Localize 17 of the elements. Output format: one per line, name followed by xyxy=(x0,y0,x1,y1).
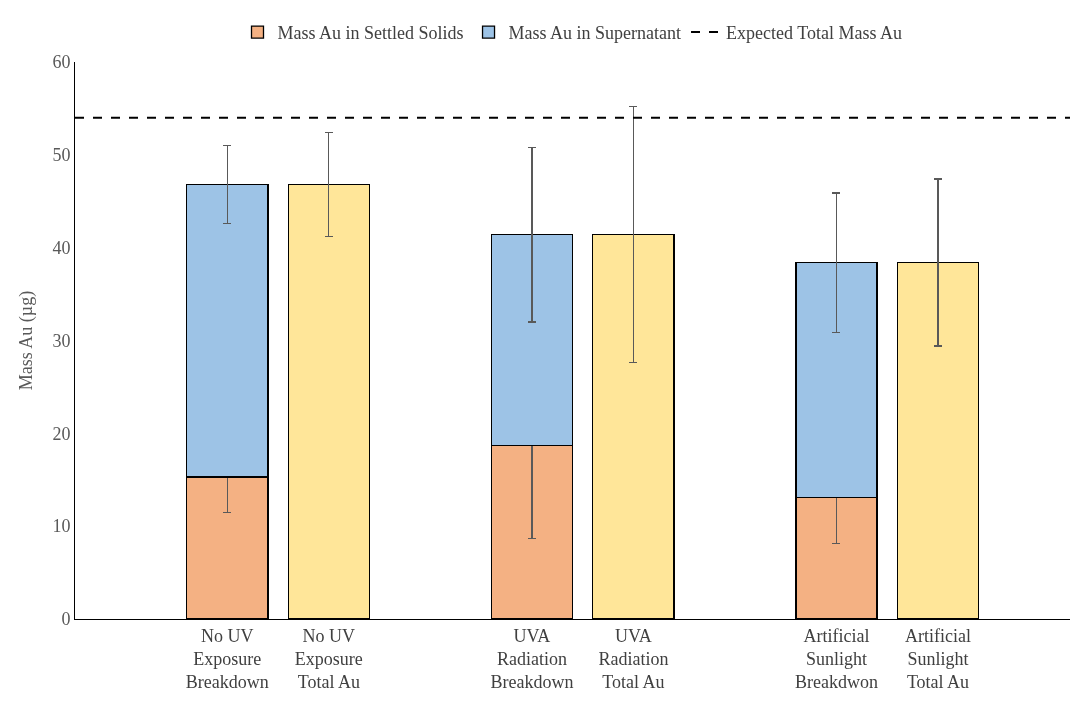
x-tick-label: Artificial Sunlight Total Au xyxy=(905,625,971,693)
x-tick-label: No UV Exposure Total Au xyxy=(294,625,363,693)
y-axis-title: Mass Au (µg) xyxy=(15,290,37,391)
x-tick-label: Artificial Sunlight Breakdwon xyxy=(794,625,878,693)
y-tick-label: 40 xyxy=(52,237,71,258)
y-tick-label: 20 xyxy=(52,423,71,444)
x-tick-label: No UV Exposure Breakdown xyxy=(185,625,269,693)
y-tick-label: 30 xyxy=(52,330,71,351)
y-tick-label: 0 xyxy=(61,609,71,630)
y-tick-label: 60 xyxy=(52,52,71,73)
x-tick-label: UVA Radiation Breakdown xyxy=(490,625,574,693)
legend-label: Mass Au in Settled Solids xyxy=(277,23,464,44)
y-tick-label: 10 xyxy=(52,516,71,537)
x-tick-label: UVA Radiation Total Au xyxy=(598,625,669,693)
legend-label: Mass Au in Supernatant xyxy=(508,23,682,44)
y-tick-label: 50 xyxy=(52,145,71,166)
legend-label: Expected Total Mass Au xyxy=(726,23,902,44)
